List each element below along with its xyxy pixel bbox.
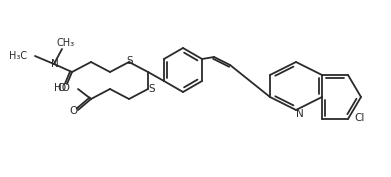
Text: S: S — [149, 84, 155, 94]
Text: O: O — [58, 83, 66, 93]
Text: O: O — [69, 106, 77, 116]
Text: CH₃: CH₃ — [57, 38, 75, 48]
Text: Cl: Cl — [355, 113, 365, 123]
Text: N: N — [296, 109, 304, 119]
Text: N: N — [51, 59, 59, 69]
Text: H₃C: H₃C — [9, 51, 27, 61]
Text: HO: HO — [54, 83, 70, 93]
Text: S: S — [127, 56, 133, 66]
